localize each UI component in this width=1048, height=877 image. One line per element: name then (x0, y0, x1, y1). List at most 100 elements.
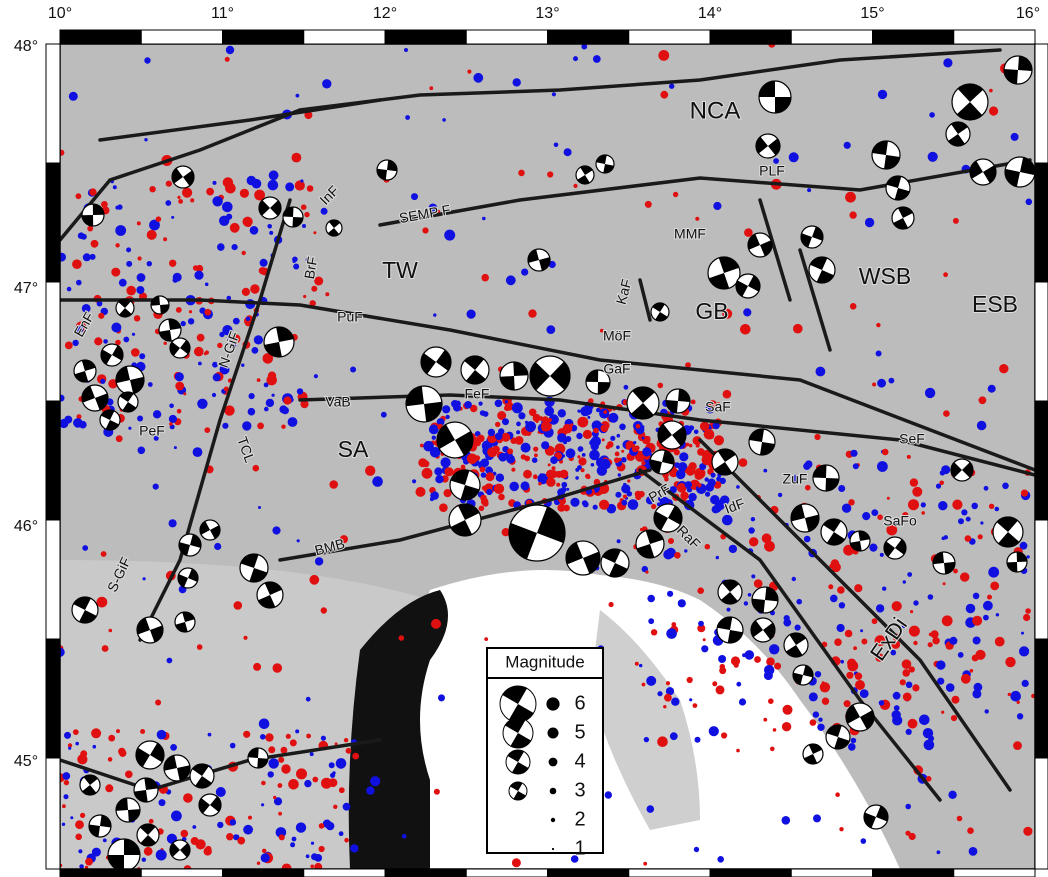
event (678, 599, 686, 607)
fault-label: SaF (705, 399, 731, 415)
event (902, 669, 910, 677)
event (208, 733, 212, 737)
event (279, 834, 285, 840)
event (716, 556, 719, 559)
event (621, 457, 627, 463)
legend-dot (546, 697, 559, 710)
event (582, 453, 586, 457)
event (502, 418, 509, 425)
event (602, 438, 605, 441)
event (953, 218, 959, 224)
event (306, 697, 311, 702)
event (685, 481, 692, 488)
event (695, 471, 704, 480)
event (988, 567, 999, 578)
event (605, 791, 612, 798)
event (638, 491, 644, 497)
event (621, 450, 624, 453)
event (583, 430, 592, 439)
event (924, 740, 935, 751)
longitude-label: 15° (860, 5, 884, 22)
event (736, 485, 740, 489)
event (85, 858, 93, 866)
event (743, 308, 751, 316)
event (727, 608, 731, 612)
event (848, 743, 856, 751)
event (552, 92, 556, 96)
event (75, 742, 79, 746)
event (138, 256, 142, 260)
event (754, 656, 761, 663)
event (905, 804, 911, 810)
event (912, 684, 919, 691)
event (983, 615, 989, 621)
border-tick (1035, 520, 1048, 639)
event (93, 745, 97, 749)
event (296, 94, 300, 98)
event (617, 539, 621, 543)
event (339, 787, 345, 793)
event (155, 700, 161, 706)
event (521, 269, 528, 276)
event (645, 201, 652, 208)
event (431, 619, 441, 629)
event (813, 711, 819, 717)
event (751, 574, 755, 578)
event (73, 418, 83, 428)
event (546, 470, 555, 479)
event (882, 449, 889, 456)
event (206, 188, 214, 196)
event (593, 55, 601, 63)
event (850, 303, 857, 310)
event (147, 261, 152, 266)
event (587, 416, 590, 419)
event (106, 433, 110, 437)
event (513, 78, 521, 86)
legend-magnitude: 1 (574, 837, 585, 859)
event (560, 470, 569, 479)
event (810, 719, 817, 726)
border-tick (304, 869, 385, 877)
event (642, 437, 645, 440)
event (429, 425, 439, 435)
event (226, 214, 232, 220)
fault-label: VaB (325, 394, 350, 410)
event (91, 240, 99, 248)
latitude-label: 48° (14, 38, 38, 55)
event (688, 493, 696, 501)
event (705, 477, 709, 481)
event (518, 412, 525, 419)
event (159, 799, 166, 806)
event (989, 504, 994, 509)
event (880, 553, 884, 557)
event (216, 787, 226, 797)
event (306, 734, 311, 739)
event (311, 842, 314, 845)
event (748, 593, 752, 597)
border-tick (141, 869, 222, 877)
event (877, 379, 886, 388)
event (108, 735, 115, 742)
event (488, 429, 495, 436)
event (689, 425, 694, 430)
event (576, 433, 582, 439)
event (226, 833, 233, 840)
event (115, 206, 119, 210)
event (481, 472, 487, 478)
event (894, 705, 900, 711)
event (674, 552, 681, 559)
event (177, 196, 180, 199)
event (889, 378, 895, 384)
event (521, 443, 531, 453)
event (644, 737, 649, 742)
fault-label: PuF (337, 309, 363, 325)
border-tick (629, 30, 710, 44)
event (573, 184, 577, 188)
event (272, 394, 275, 397)
event (261, 853, 270, 862)
event (128, 427, 131, 430)
event (248, 408, 256, 416)
event (544, 406, 554, 416)
event (111, 268, 120, 277)
event (351, 846, 355, 850)
